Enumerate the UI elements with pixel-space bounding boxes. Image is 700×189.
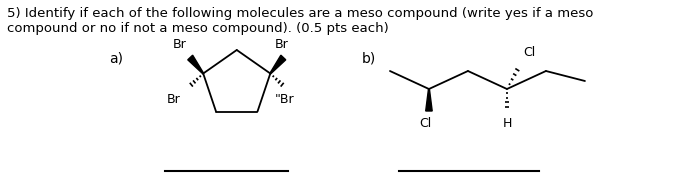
Text: H: H bbox=[503, 117, 512, 130]
Polygon shape bbox=[426, 89, 432, 111]
Text: a): a) bbox=[110, 52, 124, 66]
Text: Br: Br bbox=[167, 94, 181, 106]
Text: Br: Br bbox=[275, 39, 288, 51]
Text: 5) Identify if each of the following molecules are a meso compound (write yes if: 5) Identify if each of the following mol… bbox=[8, 7, 594, 20]
Text: Br: Br bbox=[173, 39, 186, 51]
Polygon shape bbox=[270, 55, 286, 74]
Text: compound or no if not a meso compound). (0.5 pts each): compound or no if not a meso compound). … bbox=[8, 22, 389, 35]
Text: Cl: Cl bbox=[419, 117, 431, 130]
Text: "Br: "Br bbox=[275, 94, 295, 106]
Text: Cl: Cl bbox=[524, 46, 536, 59]
Text: b): b) bbox=[362, 52, 377, 66]
Polygon shape bbox=[188, 55, 204, 74]
